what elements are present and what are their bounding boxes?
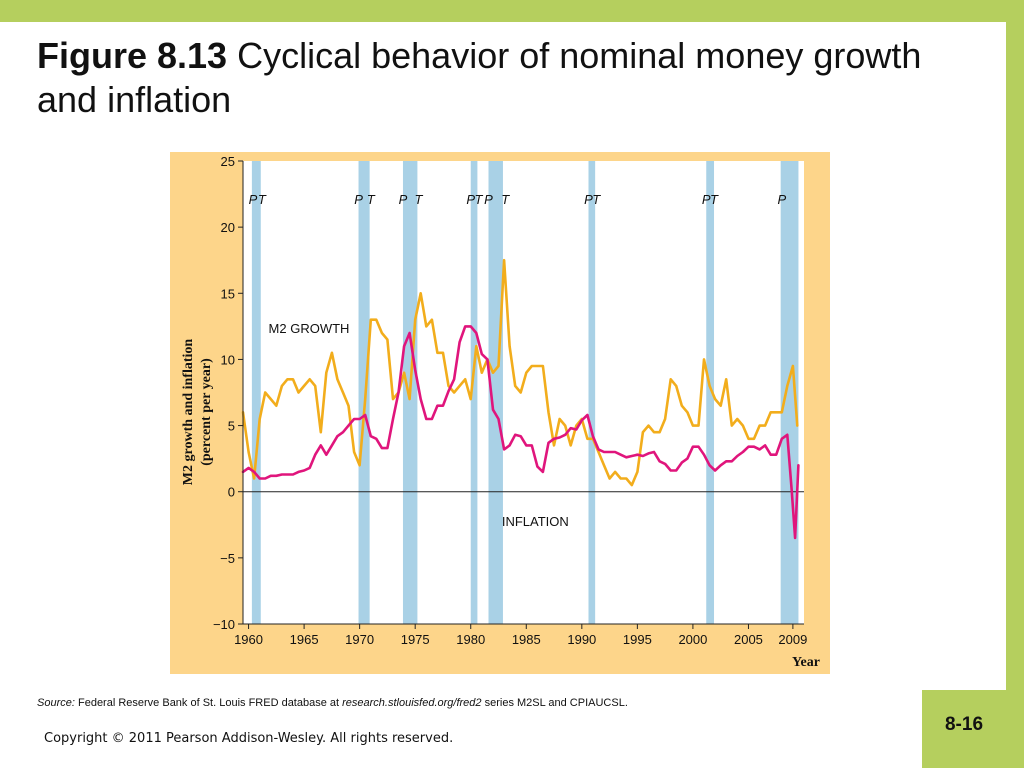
y-tick-label: −10 — [213, 617, 235, 632]
peak-label: P — [777, 192, 786, 207]
recession-band — [470, 161, 478, 624]
inflation-label: INFLATION — [502, 514, 569, 529]
recession-band — [706, 161, 715, 624]
trough-label: T — [710, 192, 719, 207]
figure-label: Figure 8.13 — [37, 35, 228, 76]
trough-label: T — [258, 192, 267, 207]
trough-label: T — [475, 192, 484, 207]
y-tick-label: 25 — [221, 154, 235, 169]
y-tick-label: 10 — [221, 352, 235, 367]
peak-label: P — [466, 192, 475, 207]
recession-band — [588, 161, 596, 624]
copyright-notice: Copyright © 2011 Pearson Addison-Wesley.… — [44, 731, 454, 746]
y-axis-label-line1: M2 growth and inflation — [181, 339, 196, 486]
y-tick-label: 5 — [228, 419, 235, 434]
peak-label: P — [354, 192, 363, 207]
source-label: Source: — [37, 697, 75, 709]
series-labels: M2 GROWTH INFLATION — [269, 321, 569, 529]
x-tick-label: 1980 — [456, 632, 485, 647]
trough-label: T — [501, 192, 510, 207]
y-axis-label-line2: (percent per year) — [199, 358, 214, 466]
y-tick-label: −5 — [220, 551, 235, 566]
peak-label: P — [584, 192, 593, 207]
x-axis-ticks: 1960 1965 1970 1975 1980 1985 1990 1995 2000 2005… — [234, 624, 807, 647]
recession-band — [358, 161, 370, 624]
y-tick-label: 0 — [228, 485, 235, 500]
inflation-line — [241, 325, 800, 540]
m2-growth-label: M2 GROWTH — [269, 321, 350, 336]
peak-label: P — [249, 192, 258, 207]
x-tick-label: 2005 — [734, 632, 763, 647]
series-lines — [241, 258, 800, 540]
x-tick-label: 1970 — [345, 632, 374, 647]
peak-label: P — [484, 192, 493, 207]
y-tick-label: 20 — [221, 220, 235, 235]
m2-growth-line — [241, 258, 799, 487]
x-tick-label: 1960 — [234, 632, 263, 647]
peak-label: P — [702, 192, 711, 207]
trough-label: T — [592, 192, 601, 207]
peak-label: P — [399, 192, 408, 207]
x-axis-label: Year — [792, 655, 820, 670]
figure-title: Cyclical behavior of nominal money growt… — [37, 35, 922, 120]
x-tick-label: 2000 — [678, 632, 707, 647]
page-number: 8-16 — [944, 714, 984, 735]
x-tick-label: 1985 — [512, 632, 541, 647]
y-tick-label: 15 — [221, 286, 235, 301]
plot-area — [243, 161, 804, 624]
right-accent-bar — [1006, 22, 1024, 690]
x-tick-label: 1990 — [567, 632, 596, 647]
x-tick-label: 2009 — [778, 632, 807, 647]
recession-band — [251, 161, 261, 624]
source-series: series M2SL and CPIAUCSL. — [484, 697, 628, 709]
x-tick-label: 1965 — [290, 632, 319, 647]
source-url[interactable]: research.stlouisfed.org/fred2 — [342, 697, 482, 709]
x-tick-label: 1995 — [623, 632, 652, 647]
trough-label: T — [415, 192, 424, 207]
source-text: Federal Reserve Bank of St. Louis FRED d… — [77, 697, 340, 709]
slide-title: Figure 8.13 Cyclical behavior of nominal… — [37, 34, 937, 122]
trough-label: T — [367, 192, 376, 207]
y-axis-ticks: −10 −5 0 5 10 15 20 25 — [213, 154, 243, 632]
top-accent-bar — [0, 0, 1024, 22]
source-note: Source: Federal Reserve Bank of St. Loui… — [37, 697, 628, 709]
recession-band — [488, 161, 503, 624]
x-tick-label: 1975 — [401, 632, 430, 647]
page-number-badge: 8-16 — [922, 690, 1024, 768]
